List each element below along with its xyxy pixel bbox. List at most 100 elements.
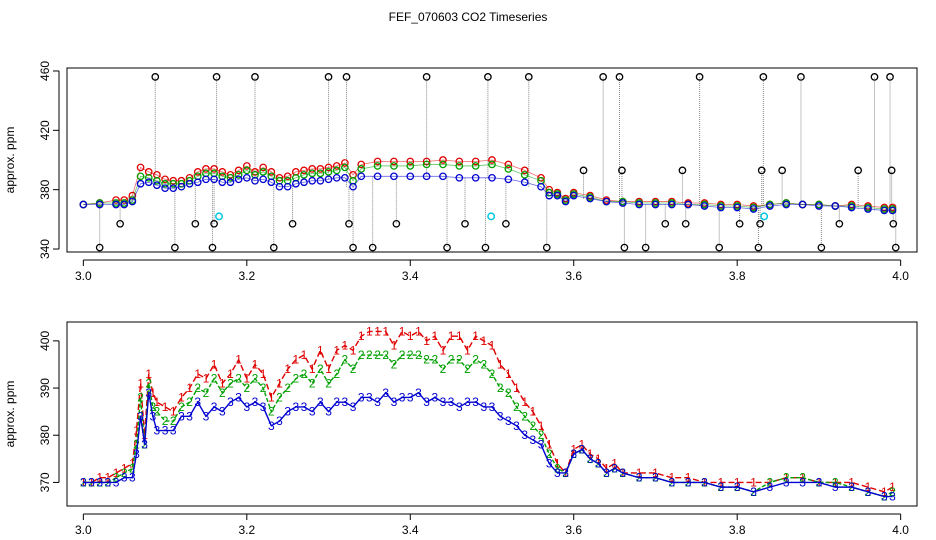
series-2-marker: 2 [194,381,201,395]
x-tick-label: 3.4 [402,269,419,283]
series-2-marker: 2 [252,372,259,386]
series-1-marker: 1 [603,461,610,475]
series-2-marker: 2 [227,376,234,390]
series-3-point [95,200,104,209]
series-1-marker: 1 [636,466,643,480]
series-2-point [520,170,529,179]
series-3-marker: 3 [472,395,479,409]
series-3-marker: 3 [652,471,659,485]
series-2-marker: 2 [448,353,455,367]
series-3-point [112,200,120,209]
outlier-point [678,166,687,175]
series-1-point [210,165,218,173]
series-2-marker: 2 [276,390,283,404]
series-1-point [357,160,366,169]
series-1-point [504,160,513,169]
series-3-marker: 3 [538,438,545,452]
series-3-marker: 3 [570,447,577,461]
series-3-marker: 3 [636,471,643,485]
series-2-marker: 2 [145,376,152,390]
series-2-point [161,179,169,188]
series-3-point [234,175,243,184]
series-3-marker: 3 [301,400,308,414]
series-3-marker: 3 [407,390,414,404]
series-3-point [373,172,382,181]
series-3-marker: 3 [464,395,471,409]
y-axis-label: approx. ppm [3,381,17,448]
outlier-point [599,73,608,81]
outlier-point [715,243,724,252]
series-3-point [733,203,742,212]
series-2-point [406,162,415,170]
series-2-marker: 2 [333,367,340,381]
series-3-point [586,194,594,203]
series-2-marker: 2 [301,367,308,381]
series-2-marker: 2 [317,362,324,376]
series-3-point [120,200,129,209]
series-2-point [439,160,447,169]
series-1-marker: 1 [480,334,487,348]
series-3-marker: 3 [734,480,741,494]
series-2-point [488,160,496,169]
series-2-marker: 2 [456,353,463,367]
series-3-point [177,182,186,191]
series-1-marker: 1 [505,367,512,381]
series-3-point [242,173,251,182]
series-1-marker: 1 [889,480,896,494]
series-1-marker: 1 [227,367,234,381]
series-3-marker: 3 [497,409,504,423]
series-2-marker: 2 [513,400,520,414]
series-2-marker: 2 [219,386,226,400]
outlier-point [817,243,826,252]
series-1-marker: 1 [881,485,888,499]
series-2-marker: 2 [521,409,528,423]
series-3-marker: 3 [113,475,120,489]
series-2-point [300,170,308,179]
series-3-marker: 3 [80,475,87,489]
series-1-marker: 1 [431,329,438,343]
series-1-point [373,157,382,166]
series-3-point [798,200,807,209]
series-1-marker: 1 [374,324,381,338]
y-tick-label: 380 [38,179,52,199]
series-line-3 [83,175,893,211]
series-3-marker: 3 [603,466,610,480]
series-3-marker: 3 [170,424,177,438]
y-axis-label: approx. ppm [3,127,17,194]
series-3-point [128,197,137,206]
outlier-point [191,219,200,228]
series-2-point [332,166,341,175]
series-1-point [324,163,333,172]
series-1-marker: 1 [570,442,577,456]
series-1-point [234,166,243,175]
series-1-point [390,157,398,166]
series-2-point [144,173,153,182]
series-2-marker: 2 [423,353,430,367]
outlier-point [759,73,768,81]
series-2-point [169,179,178,188]
series-1-point [161,175,169,184]
chart-title: FEF_070603 CO2 Timeseries [388,10,548,24]
series-1-point [406,157,415,166]
series-3-marker: 3 [611,461,618,475]
series-3-marker: 3 [718,480,725,494]
series-2-marker: 2 [268,405,275,419]
series-1-marker: 1 [211,357,218,371]
series-1-marker: 1 [554,457,561,471]
series-2-point [357,165,366,173]
series-1-marker: 1 [407,329,414,343]
series-2-marker: 2 [767,475,774,489]
series-2-marker: 2 [889,485,896,499]
series-1-point [488,156,496,164]
series-3-marker: 3 [121,471,128,485]
series-3-point [161,184,169,193]
outlier-point [481,243,490,252]
series-1-marker: 1 [121,461,128,475]
series-1-marker: 1 [178,390,185,404]
series-3-point [537,182,545,191]
series-2-marker: 2 [235,372,242,386]
series-2-marker: 2 [133,438,140,452]
series-3-marker: 3 [252,395,259,409]
x-tick-label: 3.8 [729,523,746,537]
